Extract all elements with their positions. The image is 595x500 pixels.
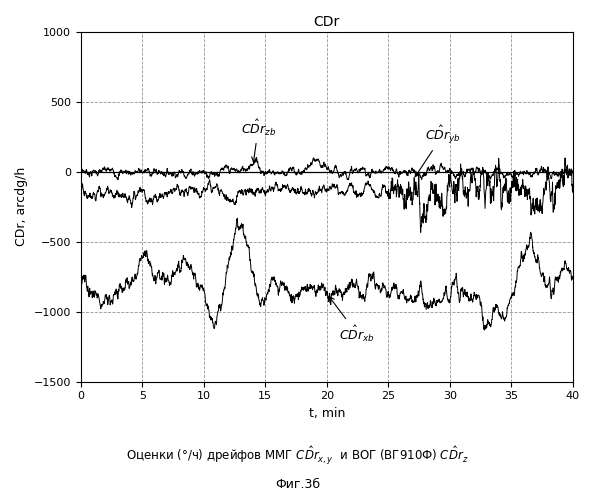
Text: Оценки (°/ч) дрейфов ММГ $C\hat{D}r_{x,y}$  и ВОГ (ВГ910Ф) $C\hat{D}r_z$: Оценки (°/ч) дрейфов ММГ $C\hat{D}r_{x,y… (126, 444, 469, 466)
Title: CDr: CDr (314, 15, 340, 29)
Y-axis label: CDr, arcdg/h: CDr, arcdg/h (15, 167, 28, 246)
X-axis label: t, min: t, min (309, 407, 345, 420)
Text: $C\hat{D}r_{xb}$: $C\hat{D}r_{xb}$ (329, 296, 375, 344)
Text: $C\hat{D}r_{zb}$: $C\hat{D}r_{zb}$ (240, 118, 276, 162)
Text: Фиг.3б: Фиг.3б (275, 478, 320, 492)
Text: $C\hat{D}r_{yb}$: $C\hat{D}r_{yb}$ (415, 124, 461, 176)
